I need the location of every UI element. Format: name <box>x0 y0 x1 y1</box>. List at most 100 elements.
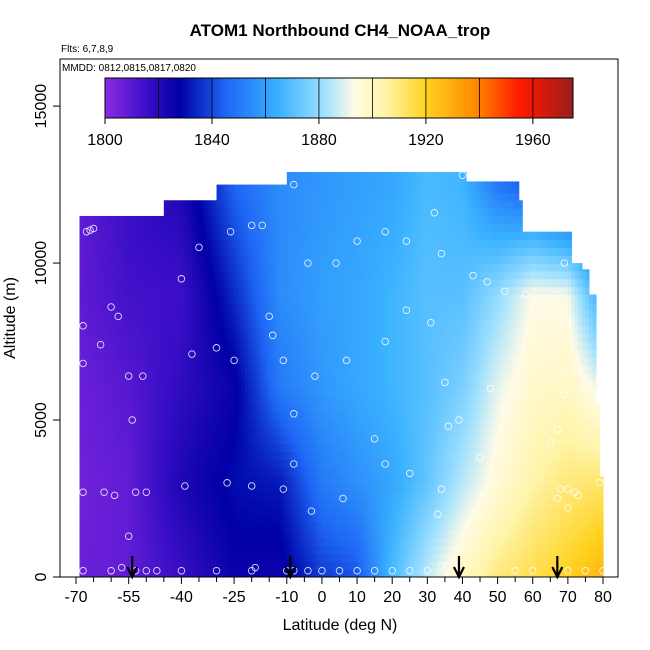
heatmap-cell <box>406 286 411 296</box>
heatmap-cell <box>395 286 400 296</box>
heatmap-cell <box>177 537 182 547</box>
heatmap-cell <box>255 506 260 515</box>
heatmap-cell <box>360 325 365 335</box>
heatmap-cell <box>223 553 228 562</box>
heatmap-cell <box>420 514 425 523</box>
heatmap-cell <box>237 223 242 233</box>
heatmap-cell <box>170 302 175 311</box>
heatmap-cell <box>409 318 414 327</box>
heatmap-cell <box>163 482 168 492</box>
heatmap-cell <box>321 318 327 327</box>
heatmap-cell <box>177 270 182 280</box>
heatmap-cell <box>188 522 193 531</box>
heatmap-cell <box>402 467 407 476</box>
heatmap-cell <box>107 380 112 390</box>
heatmap-cell <box>406 176 411 186</box>
heatmap-cell <box>297 286 302 296</box>
heatmap-cell <box>230 310 235 319</box>
heatmap-cell <box>307 231 312 241</box>
heatmap-cell <box>307 192 312 201</box>
heatmap-cell <box>177 412 182 421</box>
heatmap-cell <box>353 172 358 178</box>
heatmap-cell <box>353 482 358 492</box>
heatmap-cell <box>328 451 334 460</box>
heatmap-cell <box>230 341 235 350</box>
heatmap-cell <box>184 310 190 319</box>
heatmap-cell <box>357 341 362 350</box>
heatmap-cell <box>139 553 144 562</box>
heatmap-cell <box>227 294 232 303</box>
heatmap-cell <box>420 482 425 492</box>
heatmap-cell <box>227 333 232 343</box>
heatmap-cell <box>209 420 214 429</box>
heatmap-cell <box>385 255 390 264</box>
heatmap-cell <box>269 286 274 296</box>
heatmap-cell <box>213 286 218 296</box>
heatmap-cell <box>430 341 435 350</box>
heatmap-cell <box>276 451 281 460</box>
heatmap-cell <box>283 522 288 531</box>
heatmap-cell <box>300 223 305 233</box>
heatmap-cell <box>93 223 98 233</box>
heatmap-cell <box>346 412 351 421</box>
heatmap-cell <box>86 498 91 507</box>
heatmap-cell <box>213 270 218 280</box>
heatmap-cell <box>216 239 221 248</box>
heatmap-cell <box>93 474 98 484</box>
heatmap-cell <box>360 427 365 437</box>
heatmap-cell <box>385 514 390 523</box>
heatmap-cell <box>399 223 404 233</box>
heatmap-cell <box>174 420 179 429</box>
heatmap-cell <box>128 427 133 437</box>
heatmap-cell <box>149 482 154 492</box>
heatmap-cell <box>234 380 239 390</box>
heatmap-cell <box>100 420 105 429</box>
heatmap-cell <box>258 349 263 358</box>
heatmap-cell <box>213 239 218 248</box>
heatmap-cell <box>262 349 267 358</box>
heatmap-cell <box>321 278 327 288</box>
heatmap-cell <box>90 333 95 343</box>
heatmap-cell <box>237 310 242 319</box>
heatmap-cell <box>125 302 130 311</box>
heatmap-cell <box>343 427 348 437</box>
heatmap-cell <box>374 318 379 327</box>
heatmap-cell <box>107 318 112 327</box>
heatmap-cell <box>388 192 393 201</box>
heatmap-cell <box>139 215 144 225</box>
heatmap-cell <box>272 459 277 468</box>
heatmap-cell <box>371 357 376 366</box>
heatmap-cell <box>276 341 281 350</box>
heatmap-cell <box>265 498 270 507</box>
heatmap-cell <box>262 529 267 539</box>
heatmap-cell <box>188 247 193 256</box>
heatmap-cell <box>311 239 316 248</box>
heatmap-cell <box>220 302 225 311</box>
heatmap-cell <box>213 223 218 233</box>
heatmap-cell <box>170 325 175 335</box>
heatmap-cell <box>241 443 246 453</box>
heatmap-cell <box>118 537 123 547</box>
heatmap-cell <box>339 215 344 225</box>
heatmap-cell <box>198 522 204 531</box>
heatmap-cell <box>332 365 337 374</box>
heatmap-cell <box>104 553 109 562</box>
heatmap-cell <box>177 255 182 264</box>
heatmap-cell <box>325 318 330 327</box>
heatmap-cell <box>114 459 119 468</box>
heatmap-cell <box>360 467 365 476</box>
heatmap-cell <box>357 404 362 413</box>
heatmap-cell <box>353 443 358 453</box>
heatmap-cell <box>149 420 154 429</box>
heatmap-cell <box>244 372 249 382</box>
heatmap-cell <box>177 420 182 429</box>
heatmap-cell <box>188 349 193 358</box>
heatmap-cell <box>300 341 305 350</box>
heatmap-cell <box>406 357 411 366</box>
heatmap-cell <box>93 451 98 460</box>
heatmap-cell <box>388 412 393 421</box>
heatmap-cell <box>374 474 379 484</box>
heatmap-cell <box>125 459 130 468</box>
heatmap-cell <box>195 396 200 405</box>
heatmap-cell <box>279 412 284 421</box>
